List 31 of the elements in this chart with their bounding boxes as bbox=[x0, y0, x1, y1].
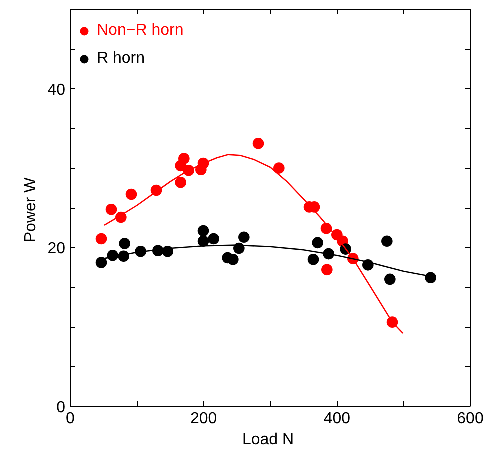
x-tick-label: 400 bbox=[324, 410, 351, 428]
y-tick-label: 40 bbox=[48, 82, 66, 99]
point bbox=[198, 225, 210, 237]
point bbox=[308, 254, 320, 266]
x-axis-title: Load N bbox=[242, 432, 294, 448]
point bbox=[96, 257, 108, 268]
point bbox=[208, 233, 220, 245]
point bbox=[252, 138, 264, 150]
point bbox=[106, 204, 118, 216]
point bbox=[382, 236, 393, 247]
point bbox=[274, 162, 285, 174]
y-tick-label: 20 bbox=[48, 240, 66, 258]
point bbox=[96, 233, 108, 245]
line-series bbox=[104, 154, 404, 334]
y-axis-title: Power W bbox=[22, 176, 40, 243]
point bbox=[178, 153, 190, 164]
x-tick-label: 600 bbox=[457, 410, 484, 428]
point bbox=[425, 272, 436, 284]
point bbox=[238, 232, 250, 244]
y-tick-label: 0 bbox=[56, 400, 66, 416]
point bbox=[126, 188, 138, 200]
legend-label: R horn bbox=[97, 50, 146, 68]
x-tick-label: 200 bbox=[190, 410, 218, 428]
point bbox=[322, 264, 333, 276]
legend-label: Non−R horn bbox=[97, 22, 184, 40]
point bbox=[119, 238, 130, 250]
point bbox=[175, 176, 186, 188]
point bbox=[312, 237, 324, 249]
point bbox=[384, 274, 396, 286]
point bbox=[228, 254, 239, 266]
point bbox=[198, 236, 210, 247]
